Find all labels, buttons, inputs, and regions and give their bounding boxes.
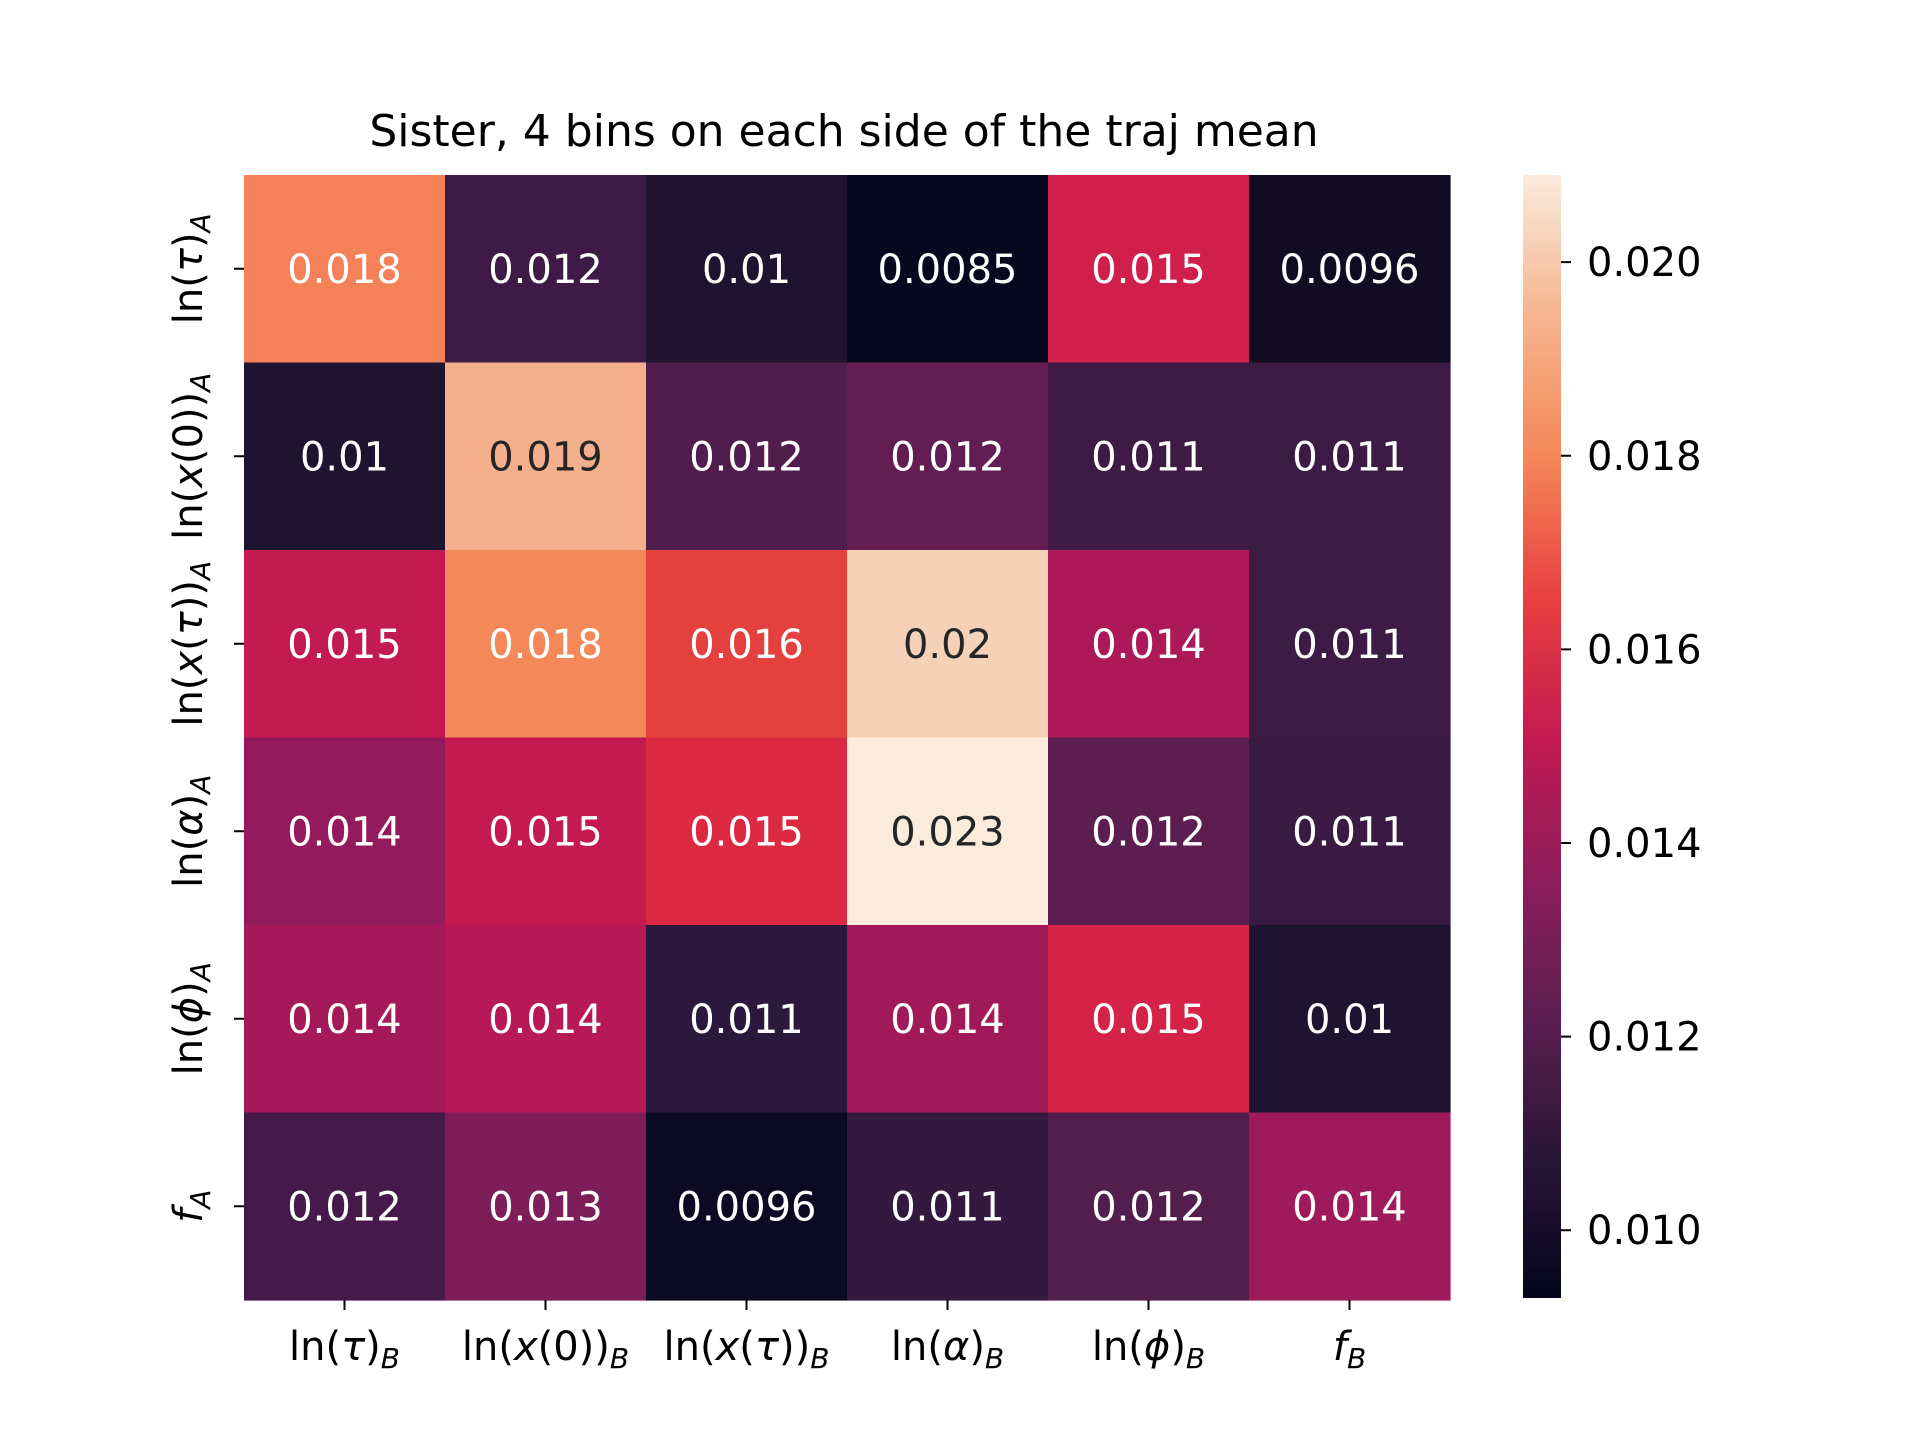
chart-title: Sister, 4 bins on each side of the traj …: [369, 106, 1318, 157]
heatmap-cell-r0-c5: [1249, 175, 1451, 364]
heatmap-cell-r3-c1: [445, 737, 647, 926]
colorbar-tick-label: 0.016: [1587, 627, 1702, 673]
cell-value-label: 0.011: [1292, 809, 1407, 855]
x-tick-label: ln(α)B: [891, 1324, 1004, 1375]
heatmap-cell-r4-c0: [244, 925, 446, 1114]
cell-value-label: 0.023: [890, 809, 1005, 855]
heatmap-cell-r1-c4: [1048, 362, 1250, 551]
cell-value-label: 0.01: [1305, 997, 1394, 1043]
cell-value-label: 0.012: [488, 247, 603, 293]
heatmap-cell-r5-c5: [1249, 1112, 1451, 1301]
cell-value-label: 0.011: [689, 997, 804, 1043]
heatmap-cell-r2-c1: [445, 550, 647, 739]
heatmap-cell-r2-c5: [1249, 550, 1451, 739]
heatmap-cell-r3-c0: [244, 737, 446, 926]
heatmap-cell-r5-c3: [847, 1112, 1049, 1301]
heatmap-cell-r1-c1: [445, 362, 647, 551]
heatmap-cell-r1-c0: [244, 362, 446, 551]
x-tick-label: ln(τ)B: [289, 1324, 400, 1375]
heatmap-cell-r4-c5: [1249, 925, 1451, 1114]
cell-value-label: 0.014: [488, 997, 603, 1043]
colorbar: 0.010 0.012 0.014 0.016 0.018 0.020: [1523, 175, 1702, 1298]
x-tick-label: ln(x(τ))B: [664, 1324, 830, 1375]
cell-value-label: 0.015: [488, 809, 603, 855]
y-tick-label: ln(α)A: [166, 775, 217, 888]
colorbar-tick-label: 0.020: [1587, 240, 1702, 286]
cell-value-label: 0.011: [1091, 434, 1206, 480]
colorbar-tick-label: 0.014: [1587, 821, 1702, 867]
heatmap-cell-r4-c4: [1048, 925, 1250, 1114]
heatmap-cells: 0.018 0.012 0.01 0.0085 0.015 0.0096 0.01 0.019…: [244, 175, 1451, 1301]
heatmap-cell-r2-c2: [646, 550, 848, 739]
heatmap-cell-r4-c3: [847, 925, 1049, 1114]
cell-value-label: 0.014: [1292, 1184, 1407, 1230]
heatmap-cell-r5-c2: [646, 1112, 848, 1301]
cell-value-label: 0.011: [1292, 622, 1407, 668]
heatmap-cell-r3-c4: [1048, 737, 1250, 926]
y-tick-label: fA: [166, 1190, 217, 1223]
cell-value-label: 0.013: [488, 1184, 603, 1230]
x-tick-label: ln(x(0))B: [462, 1324, 629, 1375]
heatmap-cell-r2-c0: [244, 550, 446, 739]
cell-value-label: 0.018: [488, 622, 603, 668]
colorbar-tick-label: 0.012: [1587, 1015, 1702, 1061]
cell-value-label: 0.016: [689, 622, 804, 668]
cell-value-label: 0.012: [1091, 1184, 1206, 1230]
cell-value-label: 0.02: [903, 622, 992, 668]
heatmap-cell-r2-c4: [1048, 550, 1250, 739]
cell-value-label: 0.018: [287, 247, 402, 293]
cell-value-label: 0.019: [488, 434, 603, 480]
y-tick-label: ln(x(0))A: [166, 373, 217, 540]
colorbar-tick-label: 0.018: [1587, 434, 1702, 480]
heatmap-cell-r0-c3: [847, 175, 1049, 364]
cell-value-label: 0.014: [287, 997, 402, 1043]
heatmap-cell-r1-c5: [1249, 362, 1451, 551]
cell-value-label: 0.015: [1091, 247, 1206, 293]
heatmap-cell-r2-c3: [847, 550, 1049, 739]
x-axis: ln(τ)B ln(x(0))B ln(x(τ))B ln(α)B ln(ϕ)B fB: [289, 1300, 1366, 1375]
heatmap-cell-r1-c2: [646, 362, 848, 551]
y-tick-label: ln(τ)A: [166, 213, 217, 324]
x-tick-label: ln(ϕ)B: [1092, 1324, 1205, 1375]
cell-value-label: 0.01: [300, 434, 389, 480]
heatmap-cell-r5-c4: [1048, 1112, 1250, 1301]
heatmap-cell-r0-c1: [445, 175, 647, 364]
heatmap-cell-r3-c3: [847, 737, 1049, 926]
heatmap-cell-r1-c3: [847, 362, 1049, 551]
colorbar-tick-label: 0.010: [1587, 1208, 1702, 1254]
heatmap-cell-r5-c0: [244, 1112, 446, 1301]
heatmap-cell-r4-c2: [646, 925, 848, 1114]
cell-value-label: 0.012: [1091, 809, 1206, 855]
cell-value-label: 0.0085: [878, 247, 1018, 293]
cell-value-label: 0.0096: [677, 1184, 817, 1230]
heatmap-cell-r3-c5: [1249, 737, 1451, 926]
y-tick-label: ln(ϕ)A: [166, 962, 217, 1075]
cell-value-label: 0.012: [287, 1184, 402, 1230]
x-tick-label: fB: [1333, 1324, 1366, 1375]
cell-value-label: 0.012: [890, 434, 1005, 480]
heatmap-cell-r3-c2: [646, 737, 848, 926]
y-tick-label: ln(x(τ))A: [166, 561, 217, 727]
heatmap-cell-r5-c1: [445, 1112, 647, 1301]
cell-value-label: 0.015: [1091, 997, 1206, 1043]
heatmap-cell-r4-c1: [445, 925, 647, 1114]
cell-value-label: 0.011: [890, 1184, 1005, 1230]
heatmap-cell-r0-c0: [244, 175, 446, 364]
cell-value-label: 0.014: [287, 809, 402, 855]
cell-value-label: 0.012: [689, 434, 804, 480]
y-axis: ln(τ)A ln(x(0))A ln(x(τ))A ln(α)A ln(ϕ)A fA: [166, 213, 244, 1223]
cell-value-label: 0.011: [1292, 434, 1407, 480]
heatmap-cell-r0-c4: [1048, 175, 1250, 364]
colorbar-gradient: [1523, 175, 1561, 1298]
cell-value-label: 0.015: [287, 622, 402, 668]
cell-value-label: 0.015: [689, 809, 804, 855]
cell-value-label: 0.014: [1091, 622, 1206, 668]
heatmap-cell-r0-c2: [646, 175, 848, 364]
cell-value-label: 0.014: [890, 997, 1005, 1043]
cell-value-label: 0.0096: [1280, 247, 1420, 293]
cell-value-label: 0.01: [702, 247, 791, 293]
